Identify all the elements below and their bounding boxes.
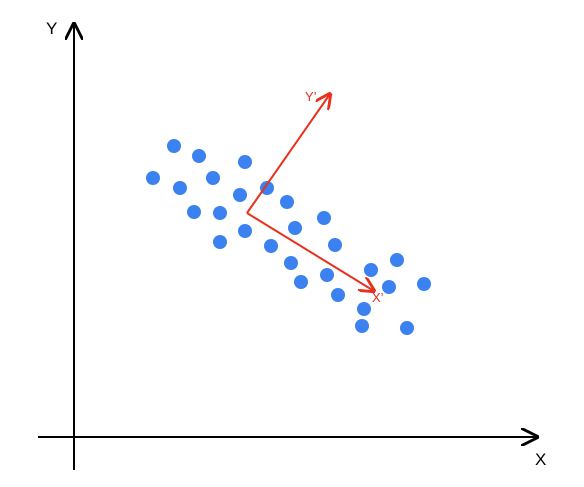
data-point — [364, 263, 378, 277]
data-point — [357, 302, 371, 316]
data-point — [238, 155, 252, 169]
data-point — [260, 181, 274, 195]
data-point — [317, 211, 331, 225]
x-prime-axis — [246, 212, 374, 291]
data-point — [146, 171, 160, 185]
y-prime-axis — [246, 94, 330, 214]
data-point — [213, 206, 227, 220]
data-point — [328, 238, 342, 252]
data-point — [187, 205, 201, 219]
data-point — [288, 221, 302, 235]
data-point — [294, 275, 308, 289]
data-point — [320, 268, 334, 282]
data-point — [264, 239, 278, 253]
data-point — [233, 188, 247, 202]
data-point — [400, 321, 414, 335]
x-axis-label: X — [535, 450, 546, 469]
y-axis-label: Y — [46, 19, 57, 38]
data-point — [280, 195, 294, 209]
data-point — [284, 256, 298, 270]
data-point — [167, 139, 181, 153]
data-point — [173, 181, 187, 195]
y-prime-label: Y’ — [305, 89, 317, 104]
data-point — [192, 149, 206, 163]
data-point — [331, 288, 345, 302]
data-point — [390, 253, 404, 267]
data-point — [213, 235, 227, 249]
data-points — [146, 139, 431, 335]
data-point — [238, 224, 252, 238]
data-point — [417, 277, 431, 291]
x-prime-label: X’ — [372, 290, 384, 305]
data-point — [355, 319, 369, 333]
data-point — [206, 171, 220, 185]
data-point — [382, 280, 396, 294]
